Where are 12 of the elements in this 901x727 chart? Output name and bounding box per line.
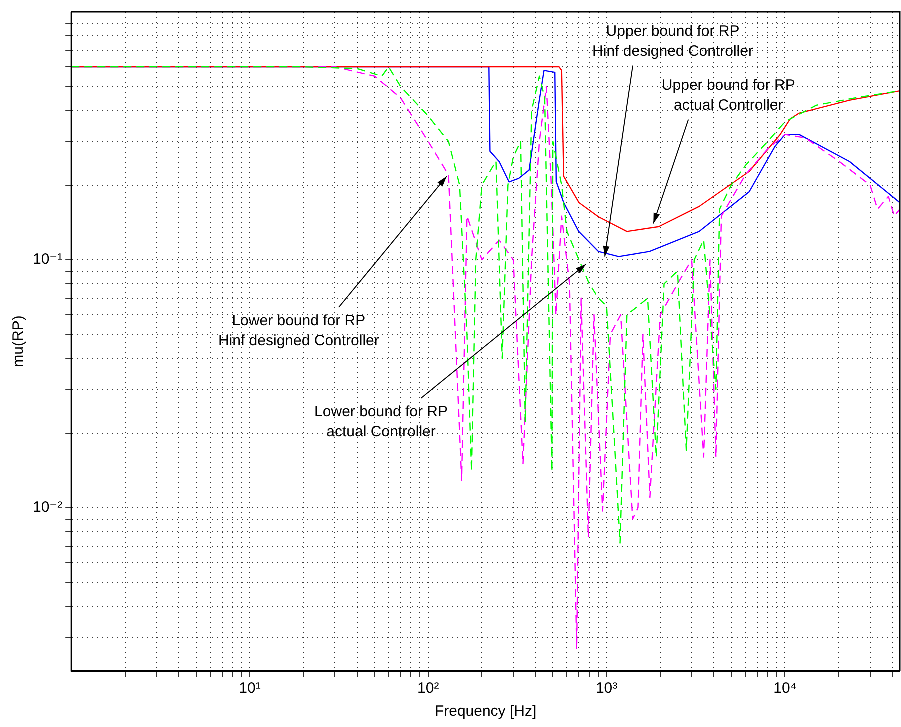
x-tick-label: 10³ [596, 680, 618, 698]
y-tick-label: 10⁻¹ [32, 251, 63, 268]
x-tick-label: 10¹ [239, 680, 261, 698]
x-tick-label: 10² [418, 680, 440, 698]
x-axis-title: Frequency [Hz] [434, 703, 537, 720]
y-axis-title: mu(RP) [10, 316, 28, 368]
annotation: Upper bound for RP Hinf designed Controller [592, 22, 754, 60]
x-tick-label: 10⁴ [774, 680, 797, 698]
annotation: Lower bound for RP Hinf designed Controller [218, 312, 380, 350]
annotation: Lower bound for RP actual Controller [314, 404, 448, 441]
y-tick-label: 10⁻² [32, 499, 63, 516]
annotation: Upper bound for RP actual Controller [662, 76, 796, 114]
